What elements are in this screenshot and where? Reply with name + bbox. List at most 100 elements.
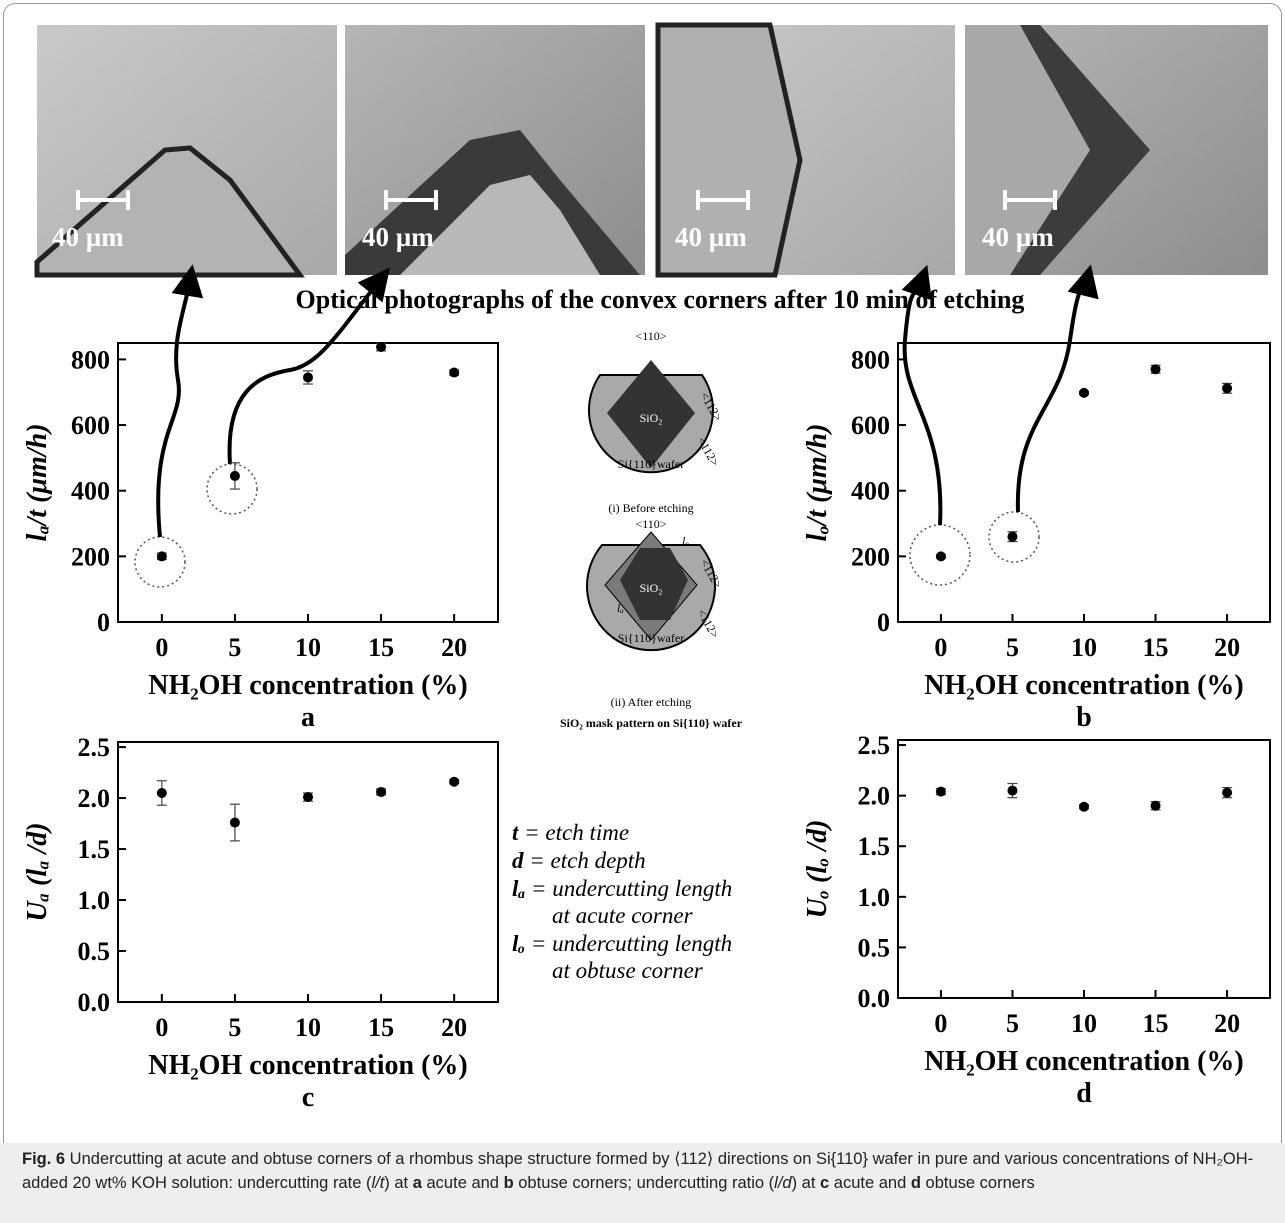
y-axis-label: Uₒ (lₒ /d) xyxy=(802,820,833,919)
panel-label: d xyxy=(1076,1078,1092,1109)
y-tick-label: 1.5 xyxy=(78,835,111,864)
photo: 40 µm xyxy=(965,25,1268,275)
y-tick-label: 0 xyxy=(97,608,110,637)
data-point xyxy=(303,792,313,803)
x-axis-label: NH₂OH concentration (%) xyxy=(924,1046,1243,1077)
data-point xyxy=(1150,800,1161,811)
panel-label: b xyxy=(1076,702,1092,733)
x-tick-label: 0 xyxy=(934,633,947,662)
plot-frame xyxy=(897,739,1271,999)
scale-label: 40 µm xyxy=(675,222,747,252)
highlight-circles xyxy=(134,463,1040,588)
data-point xyxy=(449,367,460,378)
y-tick-label: 600 xyxy=(851,411,890,440)
y-axis-label: Uₐ (lₐ /d) xyxy=(22,822,53,921)
plot-frame xyxy=(897,342,1271,623)
y-tick-label: 1.5 xyxy=(858,832,891,861)
x-tick-label: 10 xyxy=(295,633,321,662)
svg-text:lₒ = undercutting length: lₒ = undercutting length xyxy=(512,931,732,956)
data-point xyxy=(935,786,946,797)
x-tick-label: 15 xyxy=(368,633,394,662)
x-tick-label: 10 xyxy=(1071,633,1097,662)
photo: 40 µm xyxy=(34,25,337,278)
legend-symbol: lₐ xyxy=(512,876,525,901)
photo: 40 µm xyxy=(655,22,955,278)
panel-label: a xyxy=(301,702,315,733)
x-tick-label: 15 xyxy=(368,1013,394,1042)
caption-text: d xyxy=(910,1174,921,1192)
y-tick-label: 0.0 xyxy=(78,988,111,1017)
data-point xyxy=(376,786,387,797)
x-axis-label: NH₂OH concentration (%) xyxy=(148,1050,467,1081)
data-point xyxy=(935,551,946,562)
data-point xyxy=(449,776,460,787)
x-axis-label: NH₂OH concentration (%) xyxy=(924,670,1243,701)
y-tick-label: 2.0 xyxy=(858,782,891,811)
oxide-label: SiO₂ xyxy=(640,581,663,595)
x-tick-label: 20 xyxy=(441,633,467,662)
legend-text: at acute corner xyxy=(552,903,694,928)
x-tick-label: 0 xyxy=(155,1013,168,1042)
caption-text: l/d xyxy=(774,1174,792,1192)
y-tick-label: 2.0 xyxy=(78,784,111,813)
svg-text:lₐ = undercutting length: lₐ = undercutting length xyxy=(512,876,732,901)
y-tick-label: 400 xyxy=(851,477,890,506)
y-tick-label: 200 xyxy=(851,542,890,571)
y-tick-label: 200 xyxy=(71,542,110,571)
length-label: lₒ xyxy=(682,534,689,548)
caption-text: Undercutting at acute and obtuse corners… xyxy=(22,1150,1254,1192)
y-axis-label: lₒ/t (μm/h) xyxy=(802,424,833,542)
caption-text: ) at xyxy=(791,1174,821,1192)
caption-text: c xyxy=(820,1174,830,1192)
x-axis-label: NH₂OH concentration (%) xyxy=(148,670,467,701)
data-point xyxy=(156,551,167,562)
caption-text: b xyxy=(503,1174,514,1192)
y-tick-label: 600 xyxy=(71,411,110,440)
y-tick-label: 0.5 xyxy=(858,933,891,962)
diagram-caption: (i) Before etching xyxy=(608,501,693,515)
data-point xyxy=(229,470,240,481)
figure: 40 µm 40 µm 40 µm 40 µm Optical photogra… xyxy=(22,22,1271,1113)
symbol-legend: t = etch time d = etch depth lₐ = underc… xyxy=(512,820,732,983)
data-point xyxy=(376,341,387,352)
diagram-caption: (ii) After etching xyxy=(611,695,692,709)
x-tick-label: 5 xyxy=(1006,633,1019,662)
y-tick-label: 2.5 xyxy=(858,731,891,760)
x-tick-label: 0 xyxy=(155,633,168,662)
arrows xyxy=(156,264,1099,538)
y-tick-label: 0 xyxy=(877,608,890,637)
mask-diagram: <110> SiO₂ <112> <112> Si{110}wafer (i) … xyxy=(560,329,743,730)
data-point xyxy=(1150,364,1161,375)
y-tick-label: 400 xyxy=(71,477,110,506)
caption-text: l/t xyxy=(371,1174,385,1192)
y-tick-label: 2.5 xyxy=(78,733,111,762)
caption-text: obtuse corners; undercutting ratio ( xyxy=(513,1174,775,1192)
svg-text:t = etch time: t = etch time xyxy=(512,820,629,845)
data-point xyxy=(1222,383,1233,394)
x-tick-label: 5 xyxy=(228,633,241,662)
caption-text: acute and xyxy=(421,1174,504,1192)
data-point xyxy=(1079,801,1089,812)
svg-text:d = etch depth: d = etch depth xyxy=(512,848,646,873)
scale-label: 40 µm xyxy=(362,222,434,252)
data-point xyxy=(1079,387,1089,398)
wafer-label: Si{110}wafer xyxy=(618,631,684,645)
x-tick-label: 15 xyxy=(1143,1009,1169,1038)
x-tick-label: 20 xyxy=(1214,1009,1240,1038)
panel-label: c xyxy=(302,1082,314,1113)
y-tick-label: 0.5 xyxy=(78,937,111,966)
photo: 40 µm xyxy=(345,25,645,275)
x-tick-label: 5 xyxy=(1006,1009,1019,1038)
y-tick-label: 1.0 xyxy=(78,886,111,915)
plot-frame xyxy=(117,342,499,623)
data-point xyxy=(1007,785,1018,796)
legend-symbol: d xyxy=(512,848,524,873)
diagram-title: SiO₂ mask pattern on Si{110} wafer xyxy=(560,716,743,730)
y-tick-label: 800 xyxy=(851,345,890,374)
caption-label: Fig. 6 xyxy=(22,1150,66,1168)
data-point xyxy=(1007,531,1018,542)
scale-label: 40 µm xyxy=(982,222,1054,252)
caption-text: acute and xyxy=(829,1174,911,1192)
caption-text: obtuse corners xyxy=(920,1174,1035,1192)
y-tick-label: 800 xyxy=(71,345,110,374)
